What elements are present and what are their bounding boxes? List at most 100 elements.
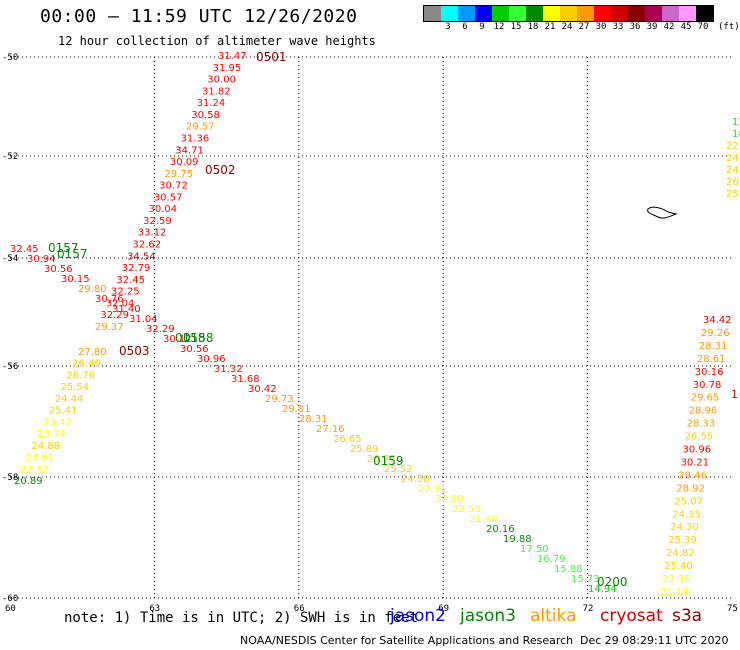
colorbar-tick-label: 18 bbox=[527, 22, 539, 32]
track-d-swh-label: 21.14 bbox=[660, 587, 689, 598]
track-a-swh-label: 30.04 bbox=[148, 204, 177, 215]
track-d-swh-label: 30.78 bbox=[693, 380, 722, 391]
track-b-swh-label: 29.80 bbox=[78, 284, 107, 295]
credit-timestamp: Dec 29 08:29:11 UTC 2020 bbox=[580, 634, 729, 647]
track-b-swh-label: 30.56 bbox=[44, 264, 73, 275]
track-d-swh-label: 24.82 bbox=[666, 548, 695, 559]
track-d-swh-label: 34.42 bbox=[703, 315, 732, 326]
colorbar-swatch bbox=[696, 6, 713, 21]
track-c-swh-label: 23.74 bbox=[37, 429, 66, 440]
satellite-legend-item: cryosat bbox=[600, 606, 663, 626]
track-a-swh-label: 31.36 bbox=[181, 133, 210, 144]
track-b-swh-label: 31.32 bbox=[214, 364, 243, 375]
lon-tick-label: 75 bbox=[727, 604, 738, 614]
pass-time-label: 0158 bbox=[183, 331, 214, 345]
edge-swh-label: 22 bbox=[726, 141, 739, 152]
track-a-swh-label: 32.25 bbox=[111, 287, 140, 298]
edge-pass-label: 1 bbox=[731, 388, 738, 401]
colorbar-swatch bbox=[662, 6, 679, 21]
track-d-swh-label: 23.36 bbox=[662, 574, 691, 585]
colorbar-swatch bbox=[577, 6, 594, 21]
track-d-swh-label: 29.46 bbox=[678, 470, 707, 481]
track-b-swh-label: 17.50 bbox=[520, 544, 549, 555]
map-subtitle: 12 hour collection of altimeter wave hei… bbox=[58, 34, 376, 48]
track-b-swh-label: 20.16 bbox=[486, 524, 515, 535]
track-b-swh-label: 22.91 bbox=[418, 484, 447, 495]
track-a-swh-label: 31.47 bbox=[218, 51, 247, 62]
track-b-swh-label: 28.31 bbox=[299, 414, 328, 425]
track-d-swh-label: 25.39 bbox=[668, 535, 697, 546]
colorbar-swatch bbox=[441, 6, 458, 21]
colorbar-tick-label: 9 bbox=[479, 22, 485, 32]
track-c-swh-label: 25.41 bbox=[49, 406, 78, 417]
pass-time-label: 0157 bbox=[48, 241, 79, 255]
track-d-swh-label: 28.33 bbox=[687, 419, 716, 430]
lon-tick-label: 69 bbox=[438, 604, 449, 614]
colorbar-swatch bbox=[594, 6, 611, 21]
track-b-swh-label: 26.65 bbox=[333, 434, 362, 445]
colorbar-tick-label: 21 bbox=[544, 22, 556, 32]
track-b-swh-label: 30.56 bbox=[180, 344, 209, 355]
edge-swh-label: 17 bbox=[732, 117, 740, 128]
track-c-swh-label: 23.42 bbox=[43, 417, 72, 428]
track-b-swh-label: 25.52 bbox=[384, 464, 413, 475]
track-a-swh-label: 30.09 bbox=[170, 157, 199, 168]
pass-time-label: 0159 bbox=[373, 454, 404, 468]
track-c-swh-label: 27.80 bbox=[78, 347, 107, 358]
track-a-swh-label: 31.95 bbox=[213, 63, 242, 74]
colorbar-tick-label: 36 bbox=[629, 22, 641, 32]
track-d-swh-label: 28.92 bbox=[676, 483, 705, 494]
track-c-swh-label: 24.44 bbox=[55, 394, 84, 405]
colorbar-swatch bbox=[492, 6, 509, 21]
pass-time-label: 0502 bbox=[205, 163, 236, 177]
track-a-swh-label: 32.59 bbox=[143, 216, 172, 227]
lon-tick-label: 66 bbox=[294, 604, 305, 614]
lat-tick-label: -50 bbox=[2, 53, 18, 63]
footer-note: note: 1) Time is in UTC; 2) SWH is in fe… bbox=[64, 610, 419, 626]
track-b-swh-label: 24.58 bbox=[401, 474, 430, 485]
track-b-swh-label: 26.77 bbox=[367, 454, 396, 465]
lat-tick-label: -52 bbox=[2, 152, 18, 162]
track-d-swh-label: 24.35 bbox=[672, 509, 701, 520]
track-a-swh-label: 34.54 bbox=[127, 251, 156, 262]
track-d-swh-label: 28.61 bbox=[697, 354, 726, 365]
colorbar-tick-label: 42 bbox=[663, 22, 675, 32]
colorbar-tick-label: 70 bbox=[697, 22, 709, 32]
colorbar-swatch bbox=[424, 6, 441, 21]
track-a-swh-label: 30.00 bbox=[207, 75, 236, 86]
colorbar-tick-label: 12 bbox=[493, 22, 505, 32]
edge-swh-label: 24 bbox=[726, 153, 739, 164]
track-b-swh-label: 31.68 bbox=[231, 374, 260, 385]
track-a-swh-label: 33.12 bbox=[138, 228, 167, 239]
pass-time-label: 0158 bbox=[175, 331, 206, 345]
track-c-swh-label: 20.89 bbox=[14, 476, 43, 487]
track-a-swh-label: 31.24 bbox=[197, 98, 226, 109]
edge-swh-label: 24 bbox=[726, 165, 739, 176]
satellite-legend-item: jason3 bbox=[460, 606, 516, 626]
track-d-swh-label: 28.31 bbox=[699, 341, 728, 352]
track-a-swh-label: 32.79 bbox=[122, 263, 151, 274]
colorbar-tick-label: 33 bbox=[612, 22, 624, 32]
track-c-swh-label: 26.46 bbox=[72, 359, 101, 370]
colorbar-tick-label: 15 bbox=[510, 22, 522, 32]
track-b-swh-label: 31.40 bbox=[112, 304, 141, 315]
track-a-swh-label: 31.82 bbox=[202, 86, 231, 97]
lat-tick-label: -58 bbox=[2, 473, 18, 483]
colorbar-swatch bbox=[679, 6, 696, 21]
colorbar-tick-label: 27 bbox=[578, 22, 590, 32]
track-a-swh-label: 32.45 bbox=[116, 275, 145, 286]
edge-swh-label: 26 bbox=[726, 177, 739, 188]
track-b-swh-label: 29.81 bbox=[282, 404, 311, 415]
pass-time-label: 0503 bbox=[119, 344, 150, 358]
lon-tick-label: 72 bbox=[583, 604, 594, 614]
track-b-swh-label: 30.76 bbox=[95, 294, 124, 305]
colorbar-swatch bbox=[458, 6, 475, 21]
track-b-swh-label: 31.04 bbox=[129, 314, 158, 325]
lon-tick-label: 60 bbox=[5, 604, 16, 614]
track-b-swh-label: 30.94 bbox=[27, 254, 56, 265]
colorbar-tick-label: 30 bbox=[595, 22, 607, 32]
track-d-swh-label: 25.07 bbox=[674, 496, 703, 507]
track-b-swh-label: 19.88 bbox=[503, 534, 532, 545]
wave-height-colorbar bbox=[423, 5, 714, 22]
